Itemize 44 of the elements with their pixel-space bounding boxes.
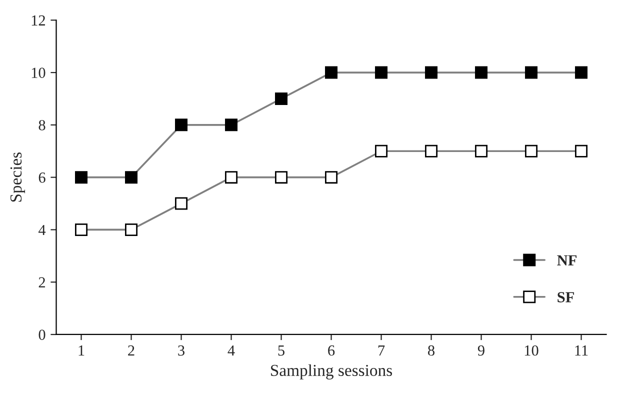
point bbox=[275, 171, 288, 184]
y-tick-label: 0 bbox=[38, 330, 46, 340]
point bbox=[425, 144, 438, 158]
point bbox=[75, 223, 88, 236]
legend-label: SF bbox=[558, 292, 574, 302]
y-tick-label: 10 bbox=[32, 68, 46, 78]
y-axis-title: Species bbox=[10, 152, 25, 202]
x-tick-label: 9 bbox=[478, 345, 484, 356]
y-tick-label: 12 bbox=[32, 15, 45, 26]
x-tick-label: 3 bbox=[178, 345, 184, 356]
point bbox=[175, 118, 188, 132]
x-tick-label: 11 bbox=[575, 345, 588, 356]
point bbox=[375, 144, 388, 158]
y-tick-label: 4 bbox=[38, 224, 46, 236]
point bbox=[375, 66, 388, 79]
x-tick-label: 2 bbox=[128, 345, 134, 356]
point bbox=[575, 66, 588, 79]
point bbox=[575, 144, 588, 158]
x-tick-label: 1 bbox=[78, 345, 84, 356]
x-tick-label: 4 bbox=[228, 345, 235, 356]
x-tick-label: 8 bbox=[428, 345, 434, 356]
point bbox=[475, 144, 488, 158]
point bbox=[425, 66, 438, 79]
point bbox=[75, 171, 88, 184]
point bbox=[225, 118, 238, 132]
y-tick-label: 8 bbox=[38, 120, 46, 130]
x-axis-title: Sampling sessions bbox=[271, 364, 392, 380]
y-tick-label: 6 bbox=[38, 172, 46, 183]
x-tick-label: 7 bbox=[378, 346, 385, 356]
point bbox=[225, 171, 238, 184]
y-tick-label: 2 bbox=[38, 277, 45, 288]
point bbox=[475, 66, 488, 79]
x-tick-label: 5 bbox=[278, 346, 284, 356]
x-tick-label: 10 bbox=[524, 345, 538, 356]
point bbox=[325, 66, 338, 79]
point bbox=[125, 223, 138, 236]
point bbox=[275, 92, 288, 105]
point bbox=[325, 171, 338, 184]
x-tick-label: 6 bbox=[328, 345, 335, 356]
legend-label: NF bbox=[557, 255, 576, 266]
point bbox=[525, 66, 538, 79]
point bbox=[175, 197, 188, 210]
point bbox=[125, 171, 138, 184]
point bbox=[525, 144, 538, 158]
